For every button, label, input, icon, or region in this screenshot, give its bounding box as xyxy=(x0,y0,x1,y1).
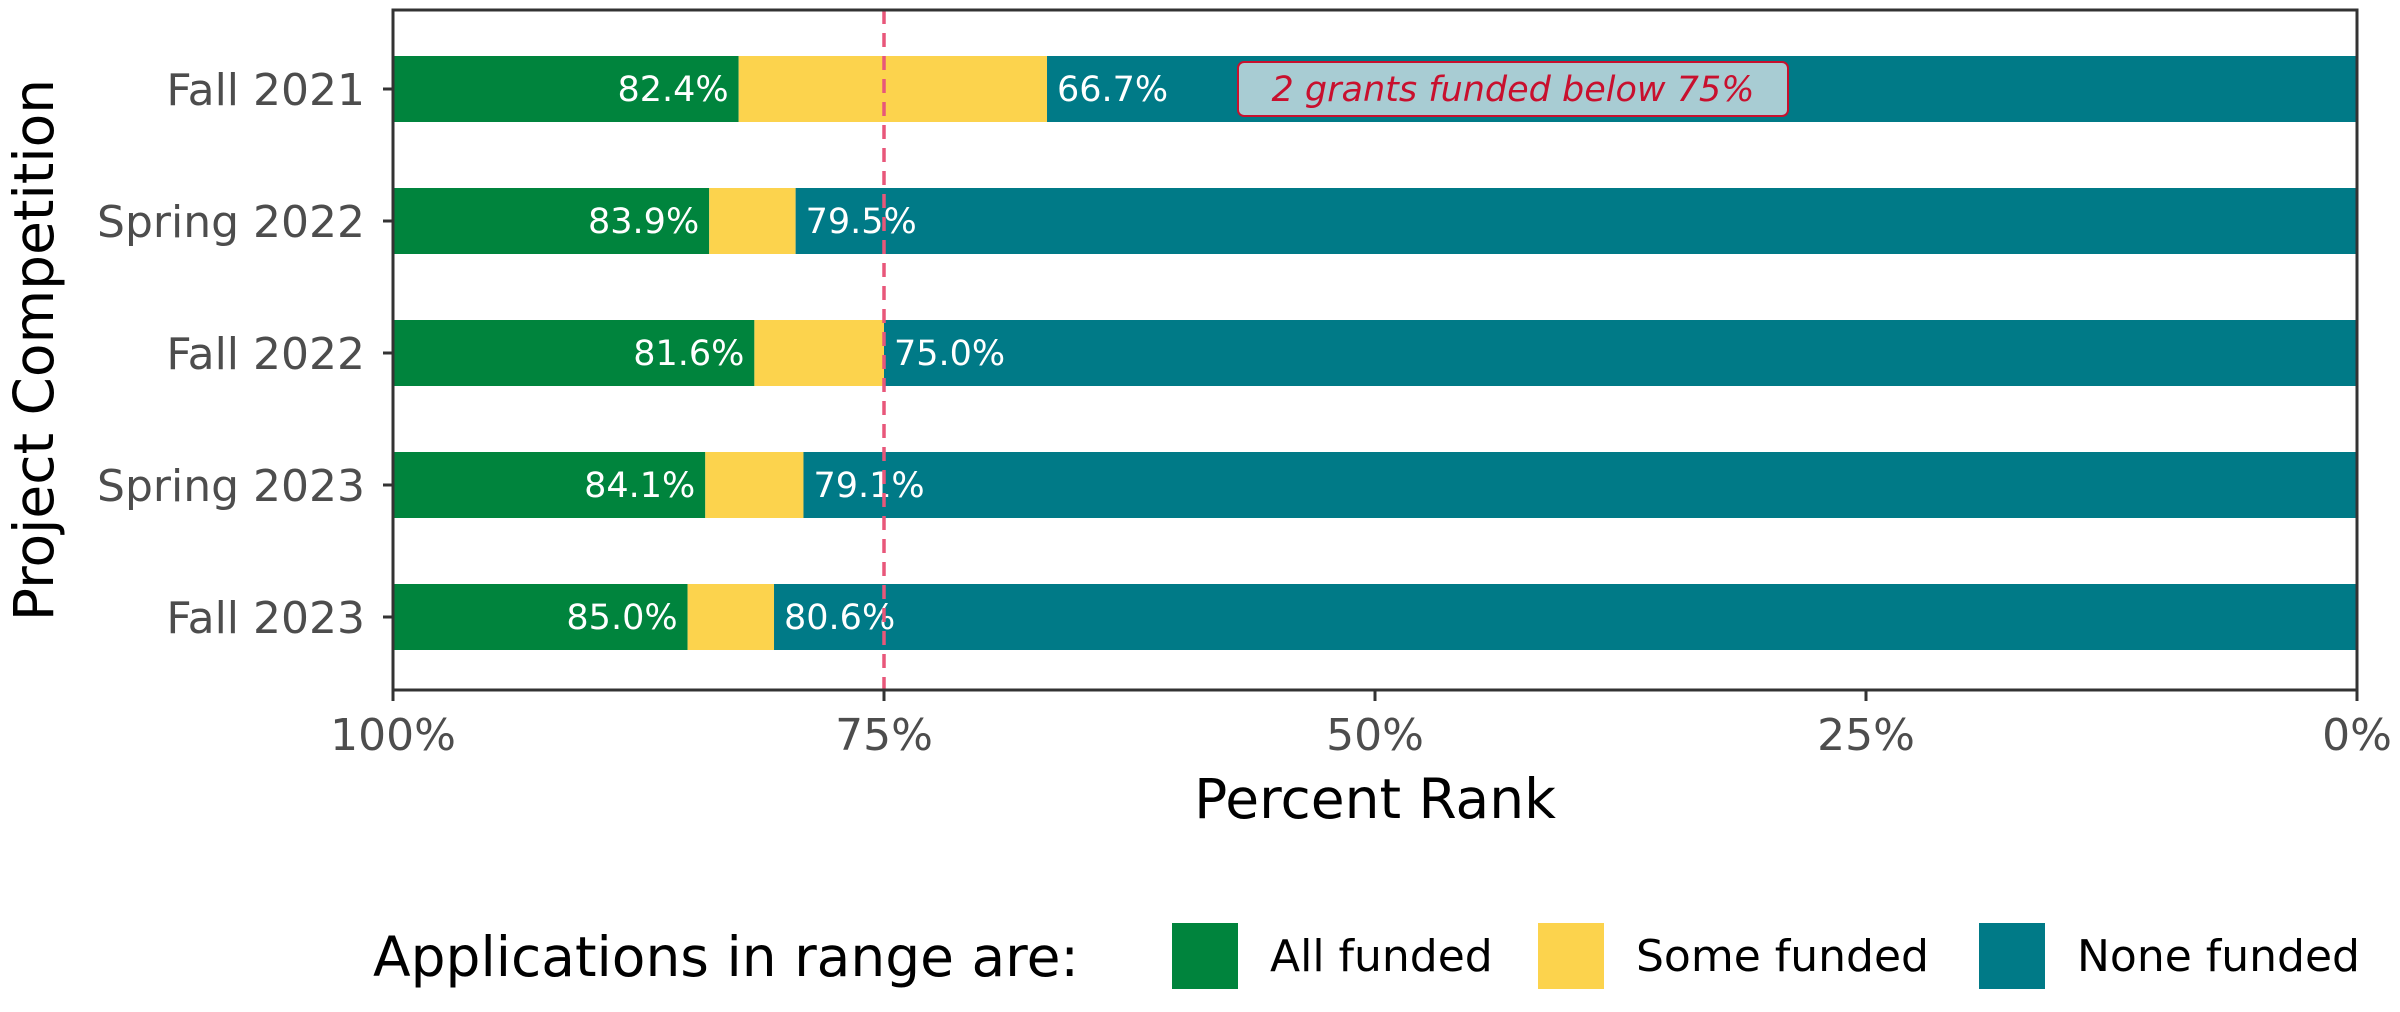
legend-key xyxy=(1979,923,2045,989)
y-tick-label: Spring 2023 xyxy=(97,461,365,512)
legend-title: Applications in range are: xyxy=(373,925,1079,989)
annotation-box xyxy=(1237,61,1789,117)
data-label-all-funded: 82.4% xyxy=(617,70,728,110)
y-tick-label: Spring 2022 xyxy=(97,197,365,248)
x-tick-label: 100% xyxy=(330,710,456,761)
bar-all-funded xyxy=(393,320,755,386)
bar-some-funded xyxy=(754,320,884,386)
bar-all-funded xyxy=(393,188,710,254)
bar-some-funded xyxy=(709,188,796,254)
data-label-none-funded: 79.1% xyxy=(813,466,924,506)
bar-all-funded xyxy=(393,584,688,650)
legend-key xyxy=(1538,923,1604,989)
bar-none-funded xyxy=(774,584,2357,650)
y-tick-label: Fall 2023 xyxy=(166,593,365,644)
x-axis-title: Percent Rank xyxy=(1194,767,1556,831)
bar-none-funded xyxy=(884,320,2357,386)
data-label-all-funded: 85.0% xyxy=(566,598,677,638)
x-tick-label: 25% xyxy=(1817,710,1915,761)
annotation-text: 2 grants funded below 75% xyxy=(1272,70,1755,110)
data-label-none-funded: 79.5% xyxy=(806,202,917,242)
x-tick-label: 75% xyxy=(835,710,933,761)
bar-all-funded xyxy=(393,452,706,518)
y-tick-label: Fall 2022 xyxy=(166,329,365,380)
bar-none-funded xyxy=(795,188,2357,254)
bar-some-funded xyxy=(738,56,1048,122)
x-tick-label: 50% xyxy=(1326,710,1424,761)
data-label-none-funded: 66.7% xyxy=(1057,70,1168,110)
legend-label: All funded xyxy=(1270,931,1493,982)
y-axis-title: Project Competition xyxy=(2,79,66,621)
bar-some-funded xyxy=(687,584,775,650)
data-label-all-funded: 84.1% xyxy=(584,466,695,506)
x-tick-label: 0% xyxy=(2322,710,2392,761)
legend-key xyxy=(1172,923,1238,989)
bar-all-funded xyxy=(393,56,739,122)
data-label-none-funded: 75.0% xyxy=(894,334,1005,374)
y-tick-label: Fall 2021 xyxy=(166,65,365,116)
bar-some-funded xyxy=(705,452,804,518)
legend: Applications in range are: All funded Som… xyxy=(373,923,2360,989)
bar-none-funded xyxy=(803,452,2357,518)
data-label-all-funded: 83.9% xyxy=(588,202,699,242)
legend-label: Some funded xyxy=(1636,931,1929,982)
legend-label: None funded xyxy=(2077,931,2360,982)
data-label-all-funded: 81.6% xyxy=(633,334,744,374)
data-label-none-funded: 80.6% xyxy=(784,598,895,638)
